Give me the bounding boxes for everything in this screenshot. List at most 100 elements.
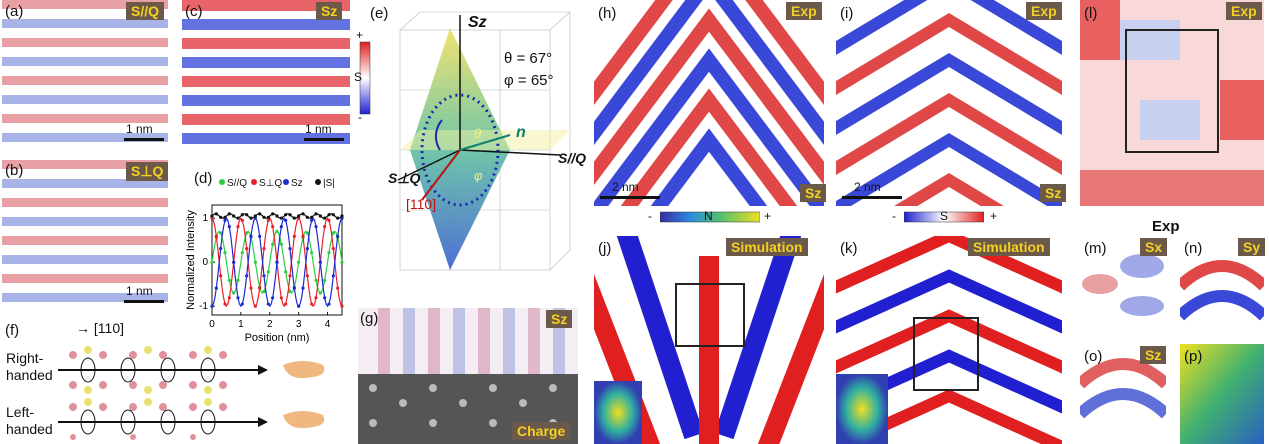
panel-e-label: (e) (370, 5, 389, 22)
series-point (227, 278, 231, 282)
series-point (340, 214, 344, 218)
series-point (266, 215, 270, 219)
series-point (210, 216, 214, 220)
series-point (227, 212, 231, 216)
panel-i-scale: 2 nm (854, 180, 881, 194)
legend-label: |S| (323, 178, 335, 189)
series-point (305, 215, 309, 219)
series-point (279, 216, 283, 220)
series-point (279, 242, 283, 246)
panel-e-n: n (516, 124, 526, 141)
panel-b (2, 160, 168, 306)
series-point (232, 291, 236, 295)
series-point (219, 231, 223, 235)
series-point (340, 304, 344, 308)
panel-b-tag: S⊥Q (126, 162, 169, 181)
cbar-n-label: N (704, 209, 713, 223)
cbar-s-plus: + (990, 209, 998, 223)
panel-h-scalebar (600, 196, 660, 199)
panel-l-label: (l) (1084, 5, 1098, 22)
legend-marker (251, 179, 257, 185)
series-point (240, 213, 244, 217)
panel-c-scalebar (304, 138, 344, 141)
series-point (266, 270, 270, 274)
panel-h (594, 0, 824, 206)
series-point (271, 225, 275, 229)
legend-label: S⊥Q (259, 178, 282, 189)
series-point (258, 212, 262, 216)
panel-f-label: (f) (5, 322, 20, 339)
panel-e-dir: [110] (406, 196, 437, 212)
series-point (318, 291, 322, 295)
panel-f-dir: → [110] (76, 320, 124, 336)
y-tick-label: -1 (199, 301, 208, 312)
series-point (305, 231, 309, 235)
panel-c-image (182, 0, 350, 146)
panel-e-phi: φ = 65° (504, 72, 554, 89)
legend-marker (283, 179, 289, 185)
series-point (284, 302, 288, 306)
series-point (210, 304, 214, 308)
series-point (279, 296, 283, 300)
series-point (336, 234, 340, 238)
panel-i-label: (i) (840, 5, 854, 22)
series-point (288, 274, 292, 278)
y-axis-label: Normalized Intensity (185, 210, 197, 310)
panel-i-scalebar (842, 196, 902, 199)
panel-i (836, 0, 1062, 206)
series-point (214, 234, 218, 238)
series-point (258, 286, 262, 290)
series-point (240, 251, 244, 255)
series-point (314, 212, 318, 216)
series-point (318, 260, 322, 264)
x-tick-label: 3 (296, 319, 302, 330)
series-point (219, 247, 223, 251)
series-point (314, 278, 318, 282)
colorbar-s (904, 211, 984, 223)
panel-p-label: (p) (1184, 348, 1203, 365)
x-tick-label: 1 (238, 319, 244, 330)
series-point (327, 218, 331, 222)
series-point (249, 234, 253, 238)
x-tick-label: 2 (267, 319, 273, 330)
series-point (262, 274, 266, 278)
series-point (327, 302, 331, 306)
series-point (236, 296, 240, 300)
panel-e-theta-sym: θ (474, 126, 482, 141)
series-point (305, 274, 309, 278)
series-point (227, 225, 231, 229)
series-point (275, 214, 279, 218)
series-point (327, 213, 331, 217)
series-point (314, 296, 318, 300)
left-hand-icon (283, 411, 325, 429)
series-point (284, 213, 288, 217)
series-point (292, 216, 296, 220)
series-point (262, 289, 266, 294)
series-point (219, 274, 223, 278)
panel-f-right: Right-handed (6, 350, 53, 383)
panel-b-scale: 1 nm (126, 284, 153, 298)
series-point (245, 231, 249, 235)
series-point (331, 274, 335, 278)
series-point (323, 216, 327, 220)
panel-g-label: (g) (360, 310, 379, 327)
series-point (214, 212, 218, 216)
series-point (323, 278, 327, 282)
panel-g-tag2: Charge (512, 422, 571, 440)
legend-marker (219, 179, 225, 185)
x-tick-label: 0 (209, 319, 215, 330)
series-point (301, 212, 305, 216)
cbar-s-label: S (940, 209, 949, 223)
series-point (271, 212, 275, 216)
series-point (240, 302, 244, 306)
panel-n-tag: Sy (1238, 238, 1266, 256)
panel-j-label: (j) (598, 240, 612, 257)
series-point (314, 225, 318, 229)
series-point (232, 260, 236, 264)
panel-h-scale: 2 nm (612, 180, 639, 194)
panel-g-tag: Sz (546, 310, 573, 328)
series-point (310, 218, 314, 222)
cbar-c-minus: - (358, 110, 362, 124)
panel-j (594, 236, 824, 444)
series-point (327, 251, 331, 255)
